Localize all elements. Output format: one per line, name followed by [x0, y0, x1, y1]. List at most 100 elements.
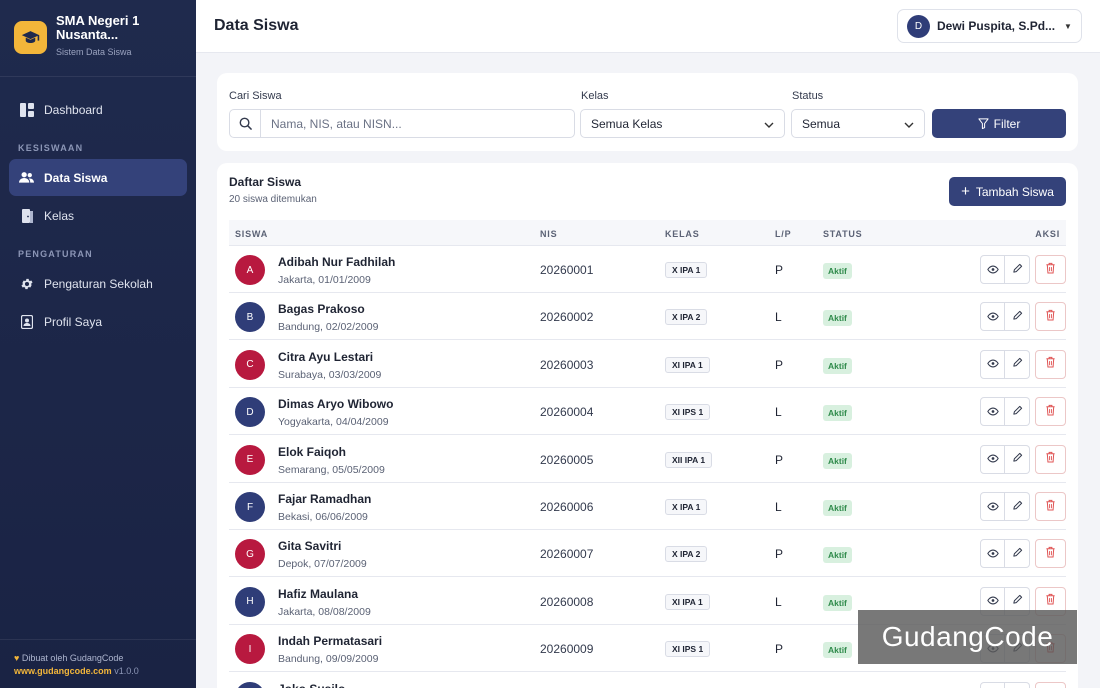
status-filter-label: Status	[792, 90, 824, 102]
student-name[interactable]: Elok Faiqoh	[278, 444, 347, 459]
student-birth: Bekasi, 06/06/2009	[278, 511, 368, 523]
table-row: E Elok Faiqoh Semarang, 05/05/2009 20260005…	[229, 436, 1066, 483]
filter-button-label: Filter	[993, 116, 1021, 131]
status-badge: Aktif	[823, 594, 852, 611]
student-list-card: Daftar Siswa 20 siswa ditemukan + Tambah…	[217, 163, 1078, 688]
gear-icon	[19, 276, 34, 291]
edit-button[interactable]	[1005, 681, 1030, 688]
student-name[interactable]: Bagas Prakoso	[278, 302, 365, 317]
student-nis: 20260005	[540, 452, 594, 467]
table-row: F Fajar Ramadhan Bekasi, 06/06/2009 2026000…	[229, 483, 1066, 530]
student-nis: 20260008	[540, 594, 594, 609]
edit-button[interactable]	[1005, 539, 1030, 569]
class-badge: X IPA 2	[665, 309, 708, 326]
student-birth: Yogyakarta, 04/04/2009	[278, 416, 389, 429]
view-button[interactable]	[980, 349, 1005, 379]
class-select[interactable]: Semua Kelas	[580, 109, 785, 138]
view-button[interactable]	[980, 397, 1005, 427]
view-button[interactable]	[980, 302, 1005, 332]
pencil-icon	[1012, 261, 1023, 279]
sidebar-nav: Dashboard KESISWAAN Data Siswa Kelas PEN…	[0, 77, 196, 340]
status-select-value: Semua	[802, 116, 841, 131]
list-title: Daftar Siswa	[229, 175, 302, 189]
delete-button[interactable]	[1035, 492, 1066, 521]
student-nis: 20260007	[540, 547, 594, 562]
status-badge: Aktif	[823, 405, 852, 422]
add-student-button[interactable]: + Tambah Siswa	[949, 177, 1066, 206]
heart-icon: ♥	[14, 653, 20, 663]
delete-button[interactable]	[1035, 397, 1066, 427]
delete-button[interactable]	[1035, 302, 1066, 332]
delete-button[interactable]	[1035, 349, 1066, 379]
delete-button[interactable]	[1035, 255, 1066, 284]
edit-button[interactable]	[1005, 397, 1030, 427]
student-name[interactable]: Gita Savitri	[278, 539, 342, 554]
filter-button[interactable]: Filter	[932, 109, 1066, 138]
id-card-icon	[19, 314, 34, 329]
sidebar-item-pengaturan-sekolah[interactable]: Pengaturan Sekolah	[9, 265, 187, 302]
eye-icon	[986, 592, 999, 610]
class-badge: XI IPA 1	[665, 593, 710, 610]
sidebar-item-label: Profil Saya	[44, 314, 103, 329]
student-nis: 20260004	[540, 405, 594, 420]
trash-icon	[1045, 355, 1056, 373]
view-button[interactable]	[980, 492, 1005, 521]
delete-button[interactable]	[1035, 681, 1066, 688]
caret-down-icon: ▼	[1064, 21, 1072, 31]
edit-button[interactable]	[1005, 255, 1030, 284]
view-button[interactable]	[980, 255, 1005, 284]
table-row: C Citra Ayu Lestari Surabaya, 03/03/2009 20…	[229, 341, 1066, 388]
student-gender: L	[775, 405, 782, 420]
sidebar-item-profil-saya[interactable]: Profil Saya	[9, 303, 187, 340]
student-birth: Jakarta, 08/08/2009	[278, 605, 371, 618]
user-menu-dropdown[interactable]: D Dewi Puspita, S.Pd... ▼	[897, 9, 1082, 43]
class-badge: XII IPA 1	[665, 451, 713, 468]
footer-link[interactable]: www.gudangcode.com	[14, 666, 112, 676]
sidebar: SMA Negeri 1 Nusanta... Sistem Data Sisw…	[0, 0, 196, 688]
student-avatar: I	[235, 634, 265, 665]
student-name[interactable]: Indah Permatasari	[278, 634, 383, 649]
trash-icon	[1045, 545, 1056, 563]
pencil-icon	[1012, 450, 1023, 468]
student-name[interactable]: Adibah Nur Fadhilah	[278, 255, 396, 269]
sidebar-item-kelas[interactable]: Kelas	[9, 197, 187, 234]
dashboard-icon	[19, 102, 34, 117]
search-label: Cari Siswa	[229, 90, 282, 102]
pencil-icon	[1012, 403, 1023, 421]
row-actions	[980, 302, 1066, 332]
student-name[interactable]: Hafiz Maulana	[278, 586, 359, 601]
view-button[interactable]	[980, 539, 1005, 569]
class-badge: X IPA 1	[665, 262, 708, 278]
table-row: J Joko Susilo	[229, 673, 1066, 688]
status-select[interactable]: Semua	[791, 109, 925, 138]
table-header: SISWA NIS KELAS L/P STATUS AKSI	[229, 220, 1066, 246]
delete-button[interactable]	[1035, 444, 1066, 474]
view-button[interactable]	[980, 681, 1005, 688]
edit-button[interactable]	[1005, 492, 1030, 521]
row-actions	[980, 349, 1066, 379]
student-birth: Bandung, 02/02/2009	[278, 321, 379, 334]
row-actions	[980, 539, 1066, 569]
edit-button[interactable]	[1005, 349, 1030, 379]
edit-button[interactable]	[1005, 302, 1030, 332]
eye-icon	[986, 355, 999, 373]
student-name[interactable]: Joko Susilo	[278, 682, 345, 688]
student-name[interactable]: Dimas Aryo Wibowo	[278, 397, 394, 412]
row-actions	[980, 397, 1066, 427]
student-gender: P	[775, 642, 784, 657]
status-badge: Aktif	[823, 263, 852, 279]
student-name[interactable]: Citra Ayu Lestari	[278, 349, 374, 364]
search-input[interactable]	[261, 110, 574, 137]
student-avatar: H	[235, 586, 265, 617]
column-header-nis: NIS	[540, 229, 558, 239]
sidebar-item-dashboard[interactable]: Dashboard	[9, 91, 187, 128]
sidebar-item-data-siswa[interactable]: Data Siswa	[9, 159, 187, 196]
student-name[interactable]: Fajar Ramadhan	[278, 492, 372, 506]
row-actions	[980, 492, 1066, 521]
delete-button[interactable]	[1035, 539, 1066, 569]
sidebar-item-label: Dashboard	[44, 102, 103, 117]
pencil-icon	[1012, 592, 1023, 610]
view-button[interactable]	[980, 444, 1005, 474]
status-badge: Aktif	[823, 642, 852, 659]
edit-button[interactable]	[1005, 444, 1030, 474]
